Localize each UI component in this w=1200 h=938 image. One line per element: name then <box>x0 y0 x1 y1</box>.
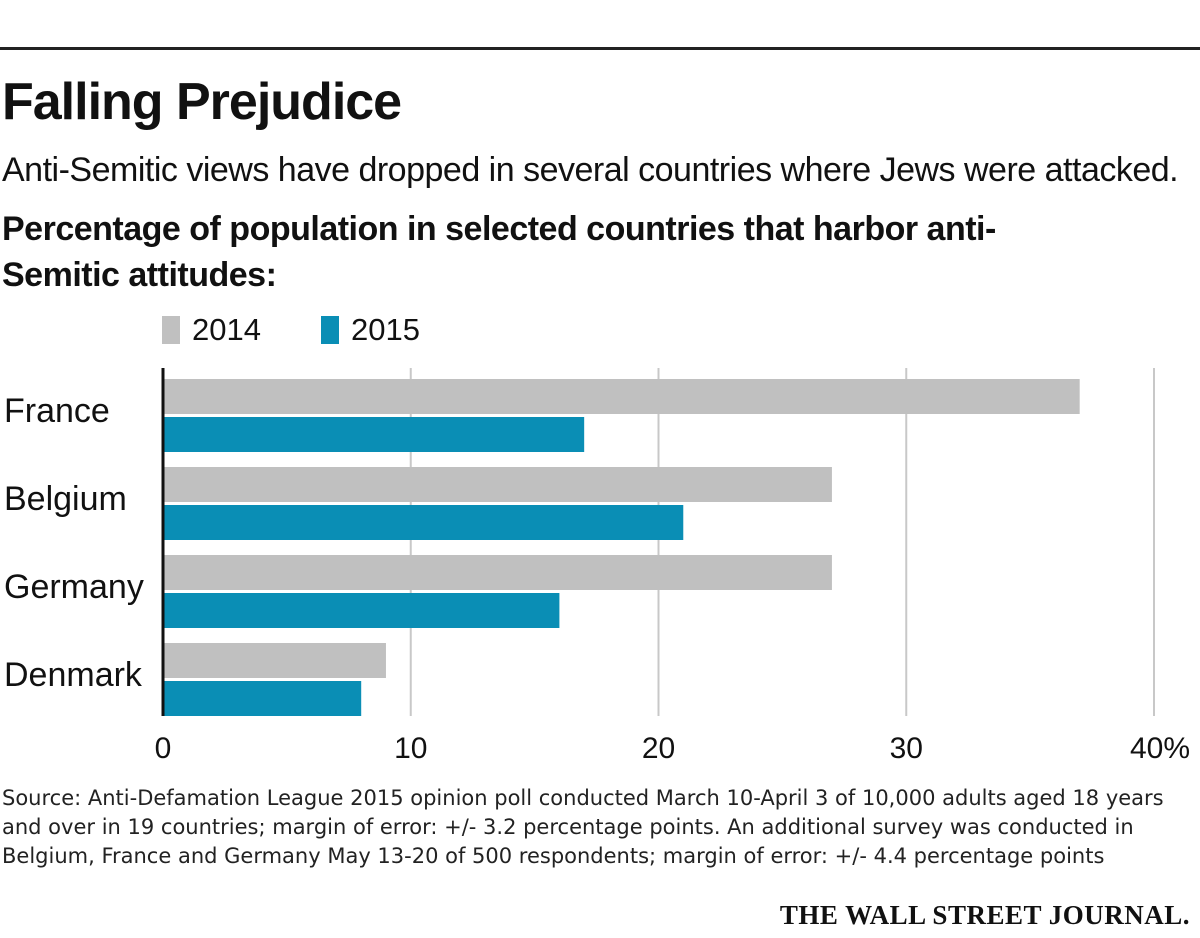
legend-label-2014: 2014 <box>192 312 261 347</box>
bar-belgium-2015 <box>163 505 684 540</box>
chart-title: Falling Prejudice <box>2 73 402 131</box>
legend: 2014 2015 <box>162 312 480 348</box>
x-tick-label-10: 10 <box>394 732 427 765</box>
source-note: Source: Anti-Defamation League 2015 opin… <box>2 786 1164 868</box>
category-label-france: France <box>4 392 110 430</box>
chart-subtitle: Anti-Semitic views have dropped in sever… <box>2 151 1179 189</box>
x-tick-label-20: 20 <box>642 732 675 765</box>
x-tick-label-40: 40% <box>1130 732 1190 765</box>
bar-denmark-2015 <box>163 681 362 716</box>
bar-germany-2014 <box>163 555 832 590</box>
x-tick-label-0: 0 <box>155 732 172 765</box>
category-label-belgium: Belgium <box>4 480 127 518</box>
publisher-credit: THE WALL STREET JOURNAL. <box>779 900 1190 930</box>
bar-chart: France Belgium Germany Denmark 0 10 20 30 40% <box>4 368 1190 765</box>
top-rule <box>0 47 1200 50</box>
category-label-germany: Germany <box>4 568 144 606</box>
category-label-denmark: Denmark <box>4 656 143 694</box>
legend-item-2015: 2015 <box>320 312 420 348</box>
legend-item-2014: 2014 <box>162 312 261 348</box>
legend-swatch-2014 <box>162 316 180 344</box>
chart-measure-label: Percentage of population in selected cou… <box>2 210 996 294</box>
x-tick-label-30: 30 <box>890 732 923 765</box>
legend-label-2015: 2015 <box>350 312 420 347</box>
bar-germany-2015 <box>163 593 560 628</box>
bar-belgium-2014 <box>163 467 832 502</box>
legend-swatch-2015 <box>320 316 339 344</box>
bar-denmark-2014 <box>163 643 386 678</box>
bar-france-2014 <box>163 379 1080 414</box>
bar-france-2015 <box>163 417 585 452</box>
